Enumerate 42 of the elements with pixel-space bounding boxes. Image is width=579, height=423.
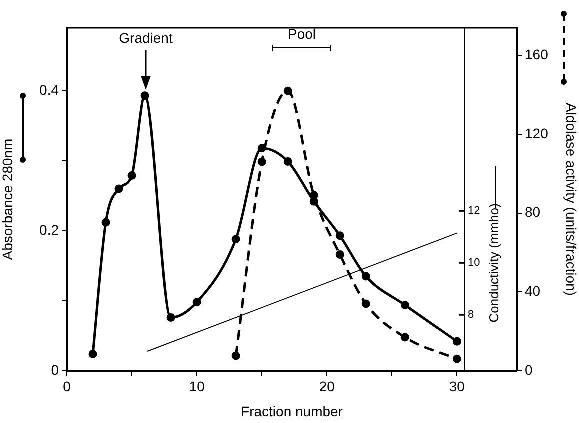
- point: [88, 350, 98, 358]
- point: [284, 86, 292, 96]
- annotation: Gradient: [119, 30, 173, 46]
- point: [140, 92, 150, 100]
- y-tick-label: 0.2: [40, 222, 60, 238]
- point: [336, 250, 344, 259]
- x-tick-label: 20: [319, 378, 336, 394]
- point: [452, 337, 462, 346]
- y3-tick-label: 10: [468, 257, 480, 270]
- x-tick-label: 10: [189, 378, 206, 394]
- point: [114, 184, 124, 194]
- point: [400, 300, 410, 310]
- y2-tick-label: 0: [525, 362, 533, 378]
- point: [452, 354, 462, 364]
- point: [192, 298, 202, 307]
- y2-tick-label: 120: [525, 125, 549, 142]
- x-tick-label: 0: [63, 378, 72, 394]
- y2-axis-title: Aldolase activity (units/fraction): [564, 103, 579, 296]
- y2-tick-label: 160: [525, 46, 549, 62]
- point: [362, 300, 370, 308]
- point: [232, 235, 240, 244]
- point: [258, 144, 266, 153]
- point: [400, 333, 410, 342]
- point: [258, 158, 266, 166]
- x-axis-title: Fraction number: [241, 403, 344, 420]
- annotation: Pool: [288, 26, 316, 42]
- point: [336, 232, 344, 240]
- point: [232, 352, 240, 360]
- point: [102, 218, 110, 227]
- point: [128, 171, 136, 180]
- y-tick-label: 0: [51, 362, 60, 378]
- point: [166, 314, 176, 322]
- y-tick-label: 0.4: [40, 82, 60, 98]
- y3-tick-label: 8: [468, 309, 474, 322]
- x-tick-label: 30: [449, 378, 466, 394]
- y-axis-title: Absorbance 280nm: [0, 138, 16, 260]
- point: [284, 157, 292, 166]
- y2-tick-label: 80: [525, 204, 541, 220]
- point: [362, 272, 370, 281]
- y2-tick-label: 40: [525, 283, 541, 300]
- y3-tick-label: 12: [468, 205, 480, 218]
- y3-axis-title: Conductivity (mmho): [486, 204, 502, 323]
